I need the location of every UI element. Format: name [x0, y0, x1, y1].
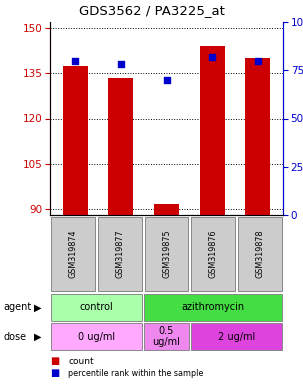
Bar — [154, 204, 179, 215]
Bar — [200, 46, 225, 215]
Bar — [144, 323, 189, 349]
Text: count: count — [68, 356, 94, 366]
Bar — [108, 78, 133, 215]
Text: ■: ■ — [50, 368, 59, 378]
Text: percentile rank within the sample: percentile rank within the sample — [68, 369, 204, 377]
Bar — [145, 217, 188, 291]
Text: agent: agent — [3, 303, 31, 313]
Bar — [51, 295, 142, 321]
Bar — [238, 217, 281, 291]
Bar — [62, 66, 88, 215]
Text: GSM319876: GSM319876 — [208, 230, 218, 278]
Text: 0 ug/ml: 0 ug/ml — [78, 331, 115, 341]
Bar — [191, 323, 282, 349]
Text: GDS3562 / PA3225_at: GDS3562 / PA3225_at — [78, 5, 225, 18]
Text: ▶: ▶ — [34, 331, 42, 341]
Text: 0.5
ug/ml: 0.5 ug/ml — [153, 326, 181, 347]
Bar — [144, 295, 282, 321]
Bar — [52, 217, 95, 291]
Point — [118, 61, 123, 68]
Text: ▶: ▶ — [34, 303, 42, 313]
Text: GSM319875: GSM319875 — [162, 230, 171, 278]
Point — [164, 77, 169, 83]
Text: ■: ■ — [50, 356, 59, 366]
Text: GSM319874: GSM319874 — [69, 230, 78, 278]
Text: azithromycin: azithromycin — [181, 303, 245, 313]
Text: dose: dose — [3, 331, 26, 341]
Bar — [245, 58, 271, 215]
Point — [73, 58, 78, 64]
Point — [210, 54, 215, 60]
Bar — [98, 217, 142, 291]
Bar — [191, 217, 235, 291]
Text: control: control — [80, 303, 114, 313]
Text: 2 ug/ml: 2 ug/ml — [218, 331, 255, 341]
Point — [255, 58, 260, 64]
Bar — [51, 323, 142, 349]
Text: GSM319877: GSM319877 — [115, 230, 125, 278]
Text: GSM319878: GSM319878 — [255, 230, 264, 278]
